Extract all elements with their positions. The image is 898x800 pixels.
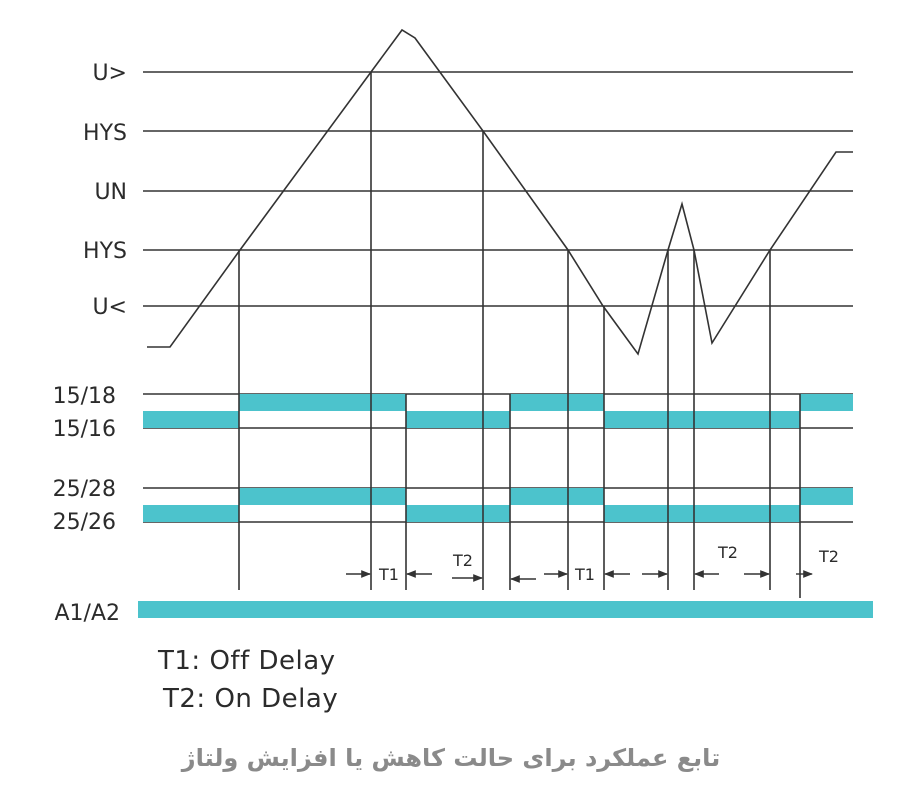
contact-label-15-16: 15/16 xyxy=(53,417,116,442)
state-bar xyxy=(800,394,853,411)
state-bar xyxy=(510,488,604,505)
contact-1-state-bars xyxy=(143,394,853,428)
state-bar xyxy=(510,394,604,411)
delay-label-t2: T2 xyxy=(717,543,738,562)
contact-label-15-18: 15/18 xyxy=(53,384,116,409)
level-label-hys-upper: HYS xyxy=(83,121,127,146)
legend-t1: T1: Off Delay xyxy=(157,646,336,676)
contact-2-state-bars xyxy=(143,488,853,522)
state-bar xyxy=(604,505,800,522)
voltage-waveform xyxy=(147,28,853,356)
state-bar xyxy=(239,488,406,505)
event-lines xyxy=(238,72,801,598)
state-bar xyxy=(406,505,510,522)
delay-label-t2: T2 xyxy=(818,547,839,566)
level-label-un: UN xyxy=(94,180,127,205)
delay-label-t1: T1 xyxy=(574,565,595,584)
state-bar xyxy=(143,411,239,428)
supply-bar xyxy=(138,601,873,618)
legend-t2: T2: On Delay xyxy=(162,684,338,714)
state-bar xyxy=(604,411,800,428)
level-label-u-over: U> xyxy=(92,61,127,86)
level-label-hys-lower: HYS xyxy=(83,239,127,264)
delay-annotations: T1 T2 T1 T2 T2 xyxy=(346,543,839,584)
state-bar xyxy=(406,411,510,428)
level-label-u-under: U< xyxy=(92,295,127,320)
delay-label-t1: T1 xyxy=(378,565,399,584)
contact-label-25-28: 25/28 xyxy=(53,477,116,502)
delay-label-t2: T2 xyxy=(452,551,473,570)
state-bar xyxy=(143,505,239,522)
caption: تابع عملکرد برای حالت کاهش یا افزایش ولت… xyxy=(181,744,720,772)
supply-label: A1/A2 xyxy=(54,601,120,626)
state-bar xyxy=(800,488,853,505)
state-bar xyxy=(239,394,406,411)
contact-label-25-26: 25/26 xyxy=(53,510,116,535)
